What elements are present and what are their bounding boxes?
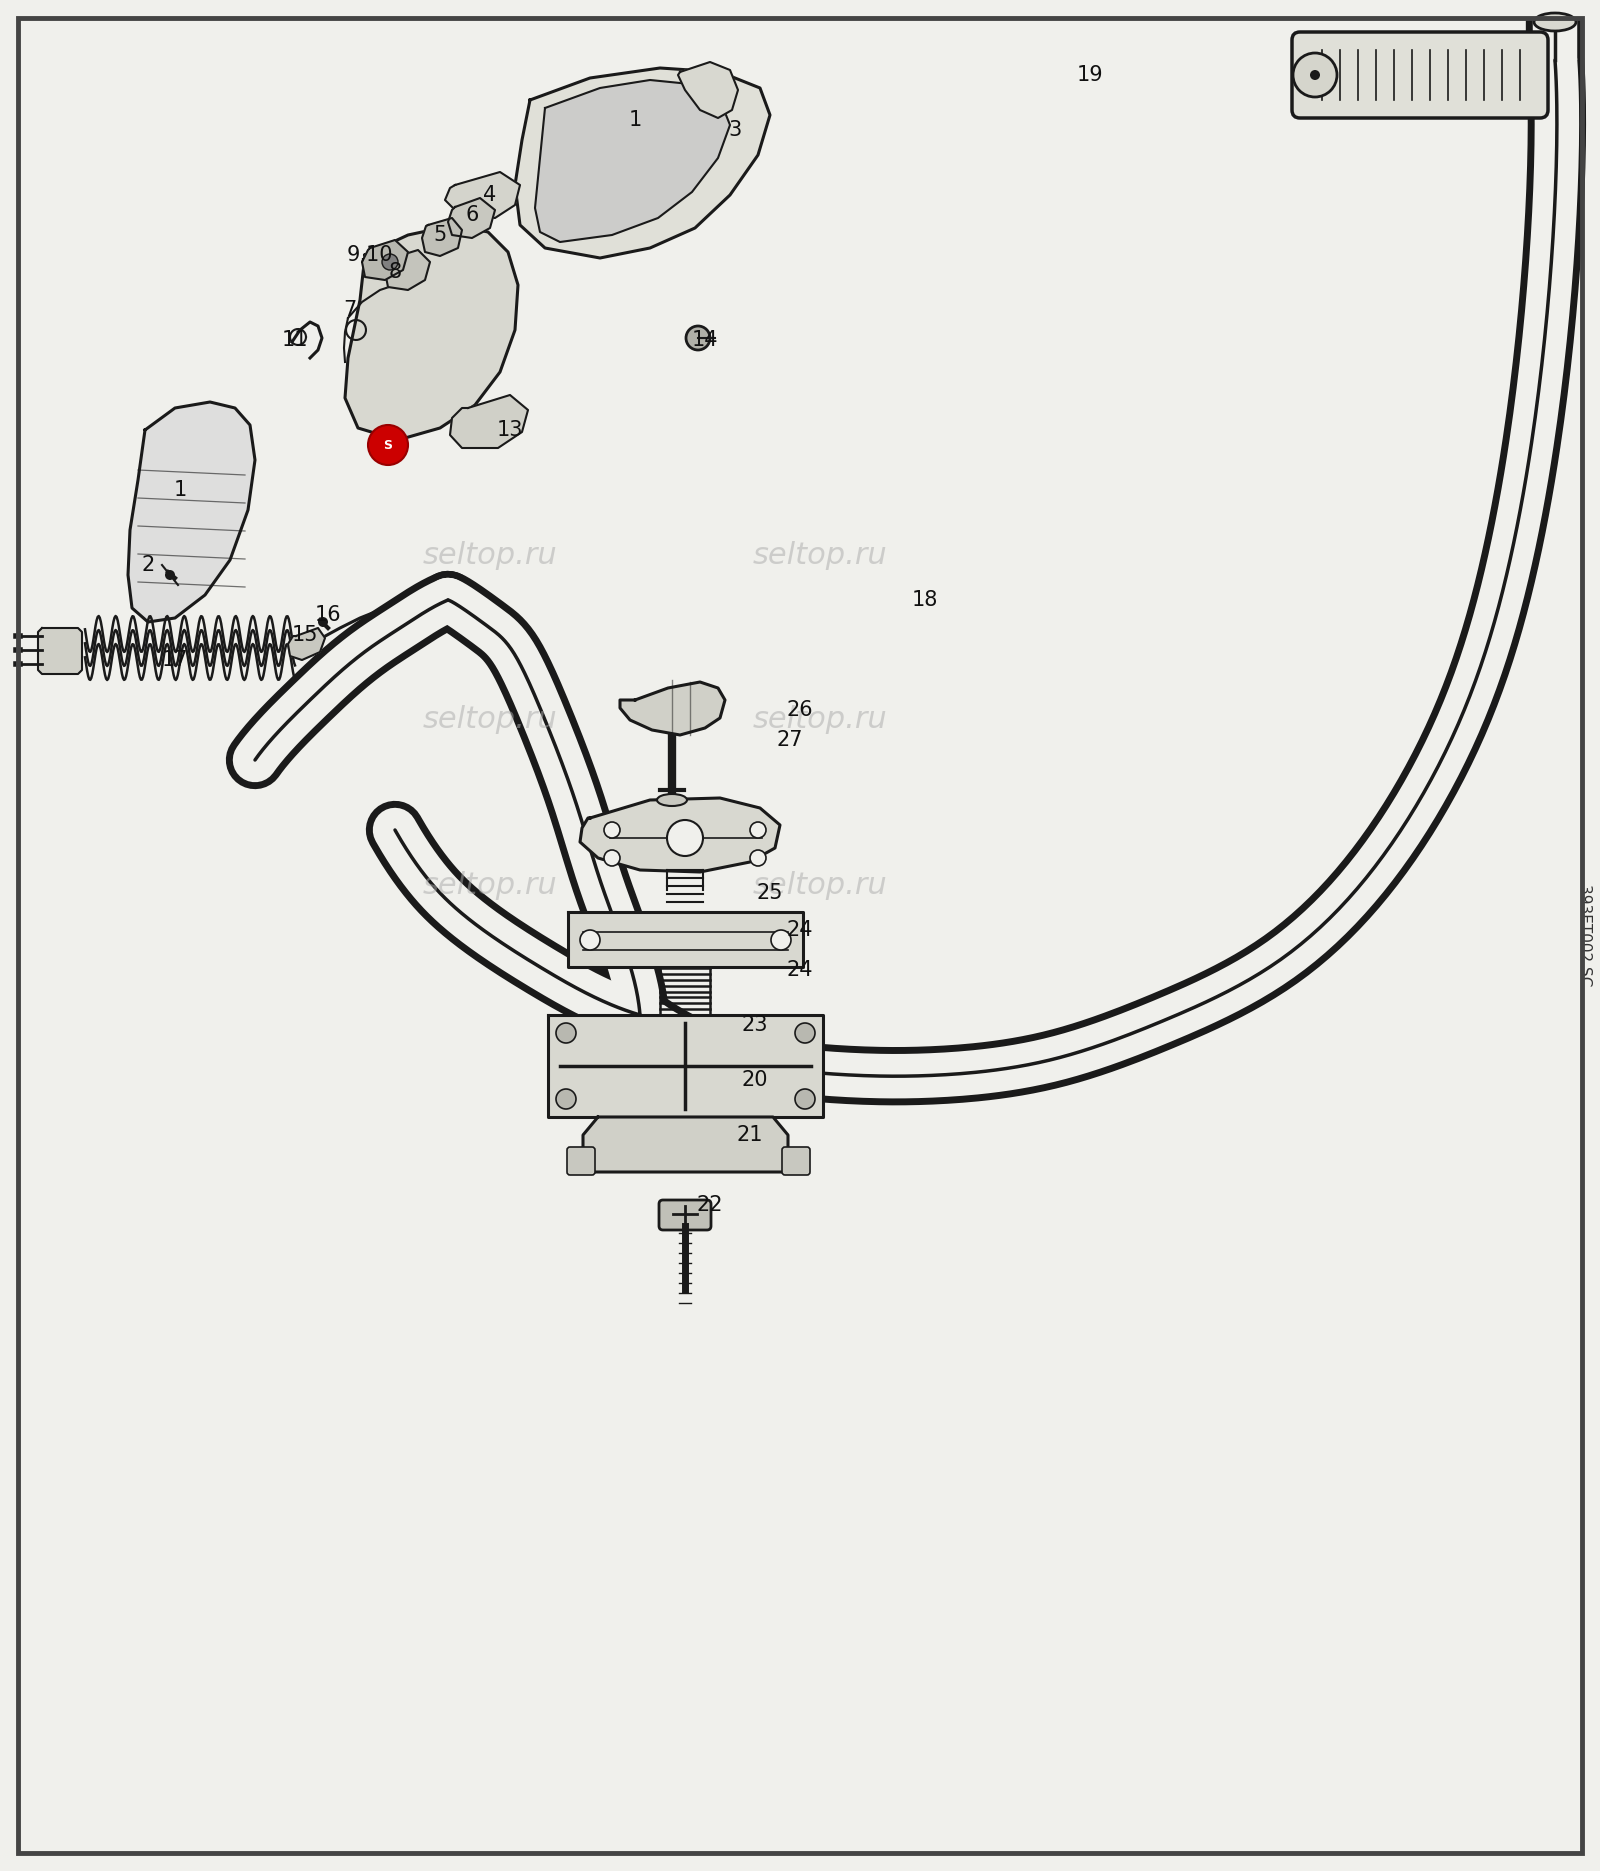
Text: 18: 18 xyxy=(912,589,938,610)
Text: 27: 27 xyxy=(776,730,803,750)
Circle shape xyxy=(605,849,621,866)
Circle shape xyxy=(557,1023,576,1042)
Text: 25: 25 xyxy=(757,883,784,904)
Circle shape xyxy=(771,930,790,950)
Text: 14: 14 xyxy=(691,329,718,350)
Polygon shape xyxy=(386,251,430,290)
Text: 24: 24 xyxy=(787,960,813,980)
Polygon shape xyxy=(568,911,803,967)
Circle shape xyxy=(557,1089,576,1110)
Circle shape xyxy=(795,1023,814,1042)
Text: 22: 22 xyxy=(696,1196,723,1214)
Text: 9,10: 9,10 xyxy=(347,245,394,266)
Circle shape xyxy=(382,254,398,269)
Ellipse shape xyxy=(658,793,686,806)
Polygon shape xyxy=(346,225,518,440)
FancyBboxPatch shape xyxy=(1293,32,1549,118)
Text: seltop.ru: seltop.ru xyxy=(752,705,888,735)
Circle shape xyxy=(579,930,600,950)
Polygon shape xyxy=(38,629,82,674)
Text: 13: 13 xyxy=(496,419,523,440)
Text: seltop.ru: seltop.ru xyxy=(422,870,557,900)
Polygon shape xyxy=(448,198,494,238)
Text: 5: 5 xyxy=(434,225,446,245)
Text: 15: 15 xyxy=(291,625,318,645)
Polygon shape xyxy=(362,239,408,281)
Text: seltop.ru: seltop.ru xyxy=(422,705,557,735)
Circle shape xyxy=(318,617,328,627)
Text: 1: 1 xyxy=(173,481,187,500)
Text: 23: 23 xyxy=(742,1014,768,1035)
Polygon shape xyxy=(422,219,462,256)
Text: 24: 24 xyxy=(787,921,813,939)
Polygon shape xyxy=(582,1117,787,1171)
Circle shape xyxy=(165,571,174,580)
Polygon shape xyxy=(288,629,325,660)
FancyBboxPatch shape xyxy=(659,1199,710,1229)
Circle shape xyxy=(605,821,621,838)
Polygon shape xyxy=(450,395,528,447)
Text: seltop.ru: seltop.ru xyxy=(752,541,888,569)
Text: 21: 21 xyxy=(736,1124,763,1145)
Polygon shape xyxy=(445,172,520,219)
Text: 393ET002 SC: 393ET002 SC xyxy=(1578,883,1592,986)
Circle shape xyxy=(368,425,408,466)
Text: 11: 11 xyxy=(282,329,309,350)
Text: 1: 1 xyxy=(629,110,642,129)
Circle shape xyxy=(750,821,766,838)
Text: 17: 17 xyxy=(162,649,189,670)
Text: 3: 3 xyxy=(728,120,742,140)
Ellipse shape xyxy=(1534,13,1576,32)
Text: 20: 20 xyxy=(742,1070,768,1091)
Text: 2: 2 xyxy=(141,556,155,574)
Text: 8: 8 xyxy=(389,262,402,283)
Text: seltop.ru: seltop.ru xyxy=(422,541,557,569)
Text: 4: 4 xyxy=(483,185,496,206)
Polygon shape xyxy=(534,80,730,241)
Circle shape xyxy=(667,819,702,857)
Text: seltop.ru: seltop.ru xyxy=(752,870,888,900)
Text: S: S xyxy=(384,438,392,451)
Circle shape xyxy=(1310,69,1320,80)
FancyBboxPatch shape xyxy=(782,1147,810,1175)
Circle shape xyxy=(1293,52,1338,97)
Text: 7: 7 xyxy=(344,299,357,320)
Text: 19: 19 xyxy=(1077,65,1104,84)
Circle shape xyxy=(686,326,710,350)
Circle shape xyxy=(750,849,766,866)
Polygon shape xyxy=(621,683,725,735)
Polygon shape xyxy=(678,62,738,118)
FancyBboxPatch shape xyxy=(566,1147,595,1175)
Text: 6: 6 xyxy=(466,206,478,225)
Polygon shape xyxy=(515,67,770,258)
Polygon shape xyxy=(128,402,254,621)
Text: 26: 26 xyxy=(787,700,813,720)
Circle shape xyxy=(795,1089,814,1110)
Polygon shape xyxy=(579,799,781,872)
Polygon shape xyxy=(547,1014,822,1117)
Text: 16: 16 xyxy=(315,604,341,625)
